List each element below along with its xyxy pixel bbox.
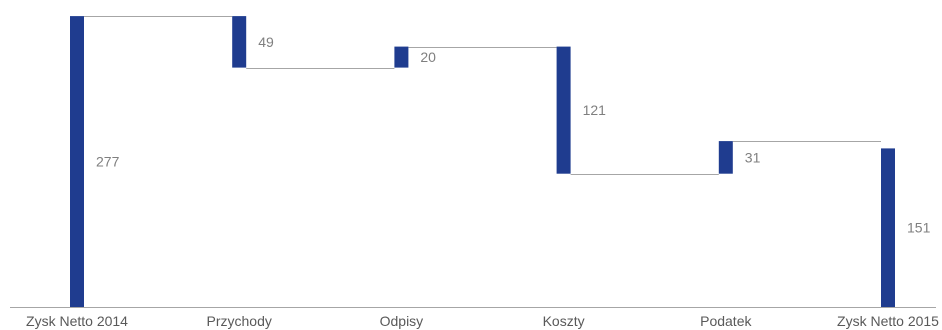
category-label: Zysk Netto 2015 <box>837 313 939 329</box>
value-label: 151 <box>907 220 931 236</box>
bar-przychody <box>232 16 247 68</box>
value-label: 20 <box>420 49 436 65</box>
bar-zysk-netto-2015 <box>881 148 895 307</box>
bar-series <box>70 16 895 307</box>
bar-podatek <box>718 141 733 174</box>
bar-koszty <box>556 46 571 174</box>
category-label: Koszty <box>543 313 585 329</box>
value-label: 121 <box>583 102 607 118</box>
category-label: Zysk Netto 2014 <box>26 313 128 329</box>
category-label: Przychody <box>207 313 272 329</box>
bar-odpisy <box>394 46 409 68</box>
value-label: 31 <box>745 149 761 165</box>
bar-zysk-netto-2014 <box>70 16 84 307</box>
connector-lines <box>84 16 881 175</box>
category-label: Odpisy <box>380 313 424 329</box>
value-label: 277 <box>96 154 120 170</box>
category-labels: Zysk Netto 2014 Przychody Odpisy Koszty Poda… <box>26 313 939 329</box>
value-label: 49 <box>258 34 274 50</box>
value-labels: 277 49 20 121 31 151 <box>96 34 931 236</box>
category-label: Podatek <box>700 313 752 329</box>
